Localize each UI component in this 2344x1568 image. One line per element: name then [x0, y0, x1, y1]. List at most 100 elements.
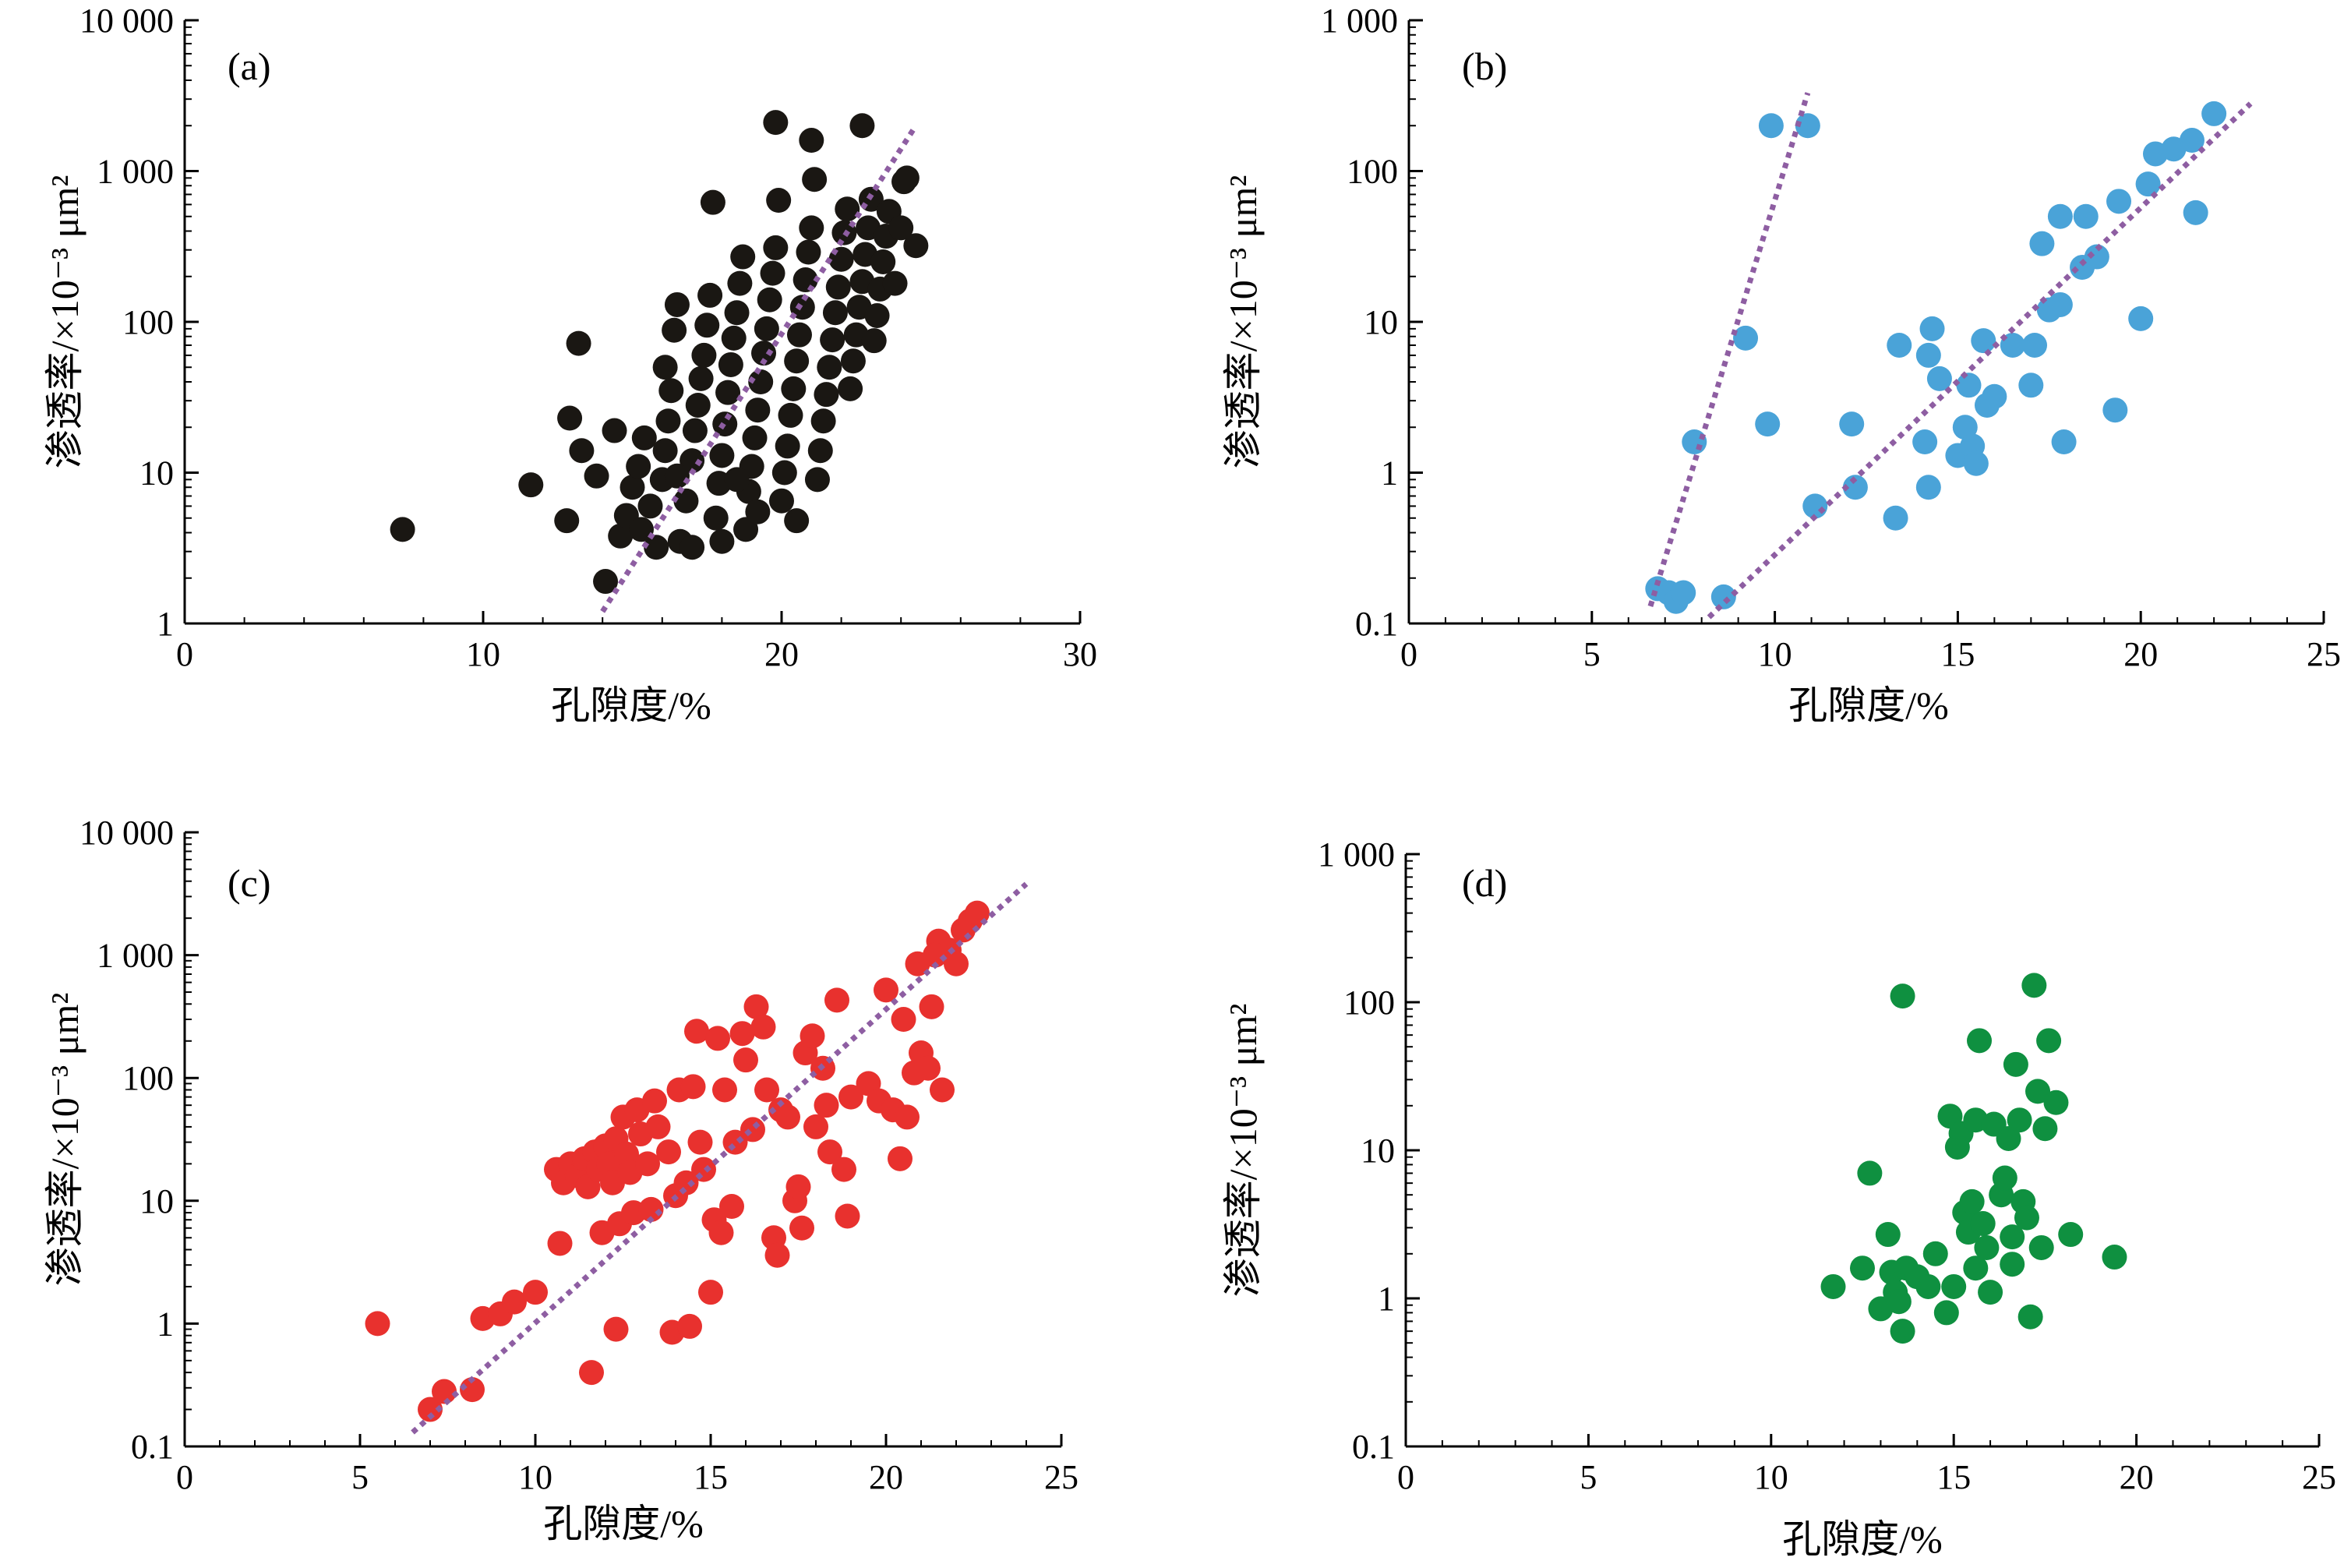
- data-point: [554, 508, 580, 534]
- data-point: [502, 1289, 527, 1315]
- data-point: [2051, 429, 2077, 455]
- data-point: [1956, 373, 1982, 398]
- y-tick-label: 0.1: [1355, 605, 1398, 643]
- data-point: [861, 328, 887, 354]
- x-tick-label: 10: [518, 1458, 552, 1496]
- x-tick-label: 30: [1063, 635, 1097, 673]
- data-point: [593, 569, 619, 595]
- data-point: [1915, 475, 1941, 500]
- data-point: [603, 1316, 629, 1342]
- trend-line: [600, 124, 919, 613]
- y-axis-title: 渗透率/×10⁻³ μm²: [1221, 1004, 1265, 1298]
- data-point: [523, 1280, 548, 1305]
- data-point: [802, 167, 828, 192]
- data-point: [1890, 1319, 1915, 1344]
- data-point: [1842, 475, 1868, 500]
- data-point: [705, 1026, 730, 1051]
- data-point: [2047, 203, 2073, 229]
- y-tick-label: 0.1: [131, 1428, 174, 1466]
- data-point: [814, 382, 839, 408]
- data-point: [870, 249, 896, 274]
- y-tick-label: 10 000: [79, 814, 174, 852]
- trend-line: [1707, 101, 2253, 620]
- x-axis-title: 孔隙度/%: [1782, 1517, 1943, 1561]
- x-tick-label: 5: [1580, 1458, 1597, 1496]
- data-point: [2102, 397, 2128, 423]
- data-point: [655, 408, 681, 434]
- data-point: [775, 1104, 800, 1130]
- data-point: [460, 1377, 485, 1403]
- x-axis-title: 孔隙度/%: [551, 683, 711, 727]
- data-point: [2036, 1028, 2062, 1054]
- data-point: [835, 1203, 860, 1229]
- data-point: [754, 1077, 779, 1103]
- y-tick-label: 1 000: [1321, 2, 1398, 40]
- data-point: [718, 351, 743, 377]
- data-point: [923, 942, 948, 968]
- data-point: [724, 467, 750, 493]
- data-point: [2000, 332, 2025, 358]
- x-tick-label: 10: [466, 635, 500, 673]
- data-point: [1710, 584, 1736, 609]
- x-tick-label: 10: [1758, 635, 1792, 673]
- data-point: [635, 1151, 660, 1177]
- data-point: [864, 302, 890, 328]
- data-point: [644, 535, 669, 560]
- data-point: [2084, 244, 2109, 270]
- data-point: [2047, 291, 2073, 317]
- data-point: [1850, 1255, 1875, 1281]
- data-point: [662, 317, 687, 343]
- data-point: [1857, 1160, 1883, 1186]
- data-point: [1992, 1165, 2017, 1191]
- data-point: [789, 1215, 814, 1241]
- data-point: [432, 1379, 457, 1404]
- data-point: [579, 1360, 604, 1386]
- data-point: [1733, 325, 1759, 351]
- data-point: [1890, 984, 1915, 1009]
- data-point: [849, 113, 875, 139]
- data-point: [709, 528, 735, 554]
- data-point: [817, 355, 842, 380]
- data-point: [2014, 1205, 2039, 1231]
- data-point: [769, 488, 794, 514]
- data-point: [608, 523, 634, 549]
- data-point: [930, 1077, 955, 1103]
- data-point: [804, 467, 830, 493]
- data-point: [687, 1129, 713, 1155]
- data-point: [757, 287, 782, 313]
- data-point: [715, 380, 741, 405]
- x-tick-label: 20: [2123, 635, 2158, 673]
- y-tick-label: 1 000: [97, 153, 174, 191]
- data-point: [673, 488, 699, 514]
- data-point: [1887, 332, 1912, 358]
- data-point: [891, 169, 917, 195]
- data-point: [1912, 429, 1938, 455]
- data-point: [838, 376, 863, 401]
- panel-tag: (b): [1462, 44, 1507, 88]
- data-point: [1996, 1125, 2021, 1151]
- data-point: [824, 987, 849, 1013]
- data-point: [1802, 493, 1828, 519]
- y-tick-label: 10 000: [79, 2, 174, 40]
- data-point: [547, 1231, 573, 1256]
- data-point: [1886, 1289, 1912, 1315]
- data-point: [742, 425, 768, 450]
- data-point: [700, 189, 725, 215]
- panel-c: 0 5 10 15 20 25 0.1 1 10 100 1 000 10 000 (c) 孔隙度/% 渗透…: [43, 814, 1078, 1545]
- data-point: [916, 1055, 941, 1081]
- x-axis-title: 孔隙度/%: [1788, 683, 1949, 727]
- data-point: [698, 1280, 723, 1305]
- data-point: [2128, 305, 2154, 331]
- panel-a: 0 10 20 30 1 10 100 1 000 10 000 (a) 孔隙度/% 渗透率/×10⁻…: [43, 2, 1097, 727]
- data-point: [684, 1019, 709, 1044]
- x-tick-label: 15: [1940, 635, 1975, 673]
- data-point: [763, 110, 789, 136]
- data-point: [688, 366, 714, 391]
- data-point: [789, 295, 815, 320]
- y-tick-label: 10: [139, 454, 174, 493]
- data-point: [2000, 1252, 2025, 1277]
- data-point: [1839, 411, 1865, 437]
- data-point: [727, 270, 753, 296]
- data-point: [1974, 1234, 2000, 1260]
- data-point: [944, 951, 969, 976]
